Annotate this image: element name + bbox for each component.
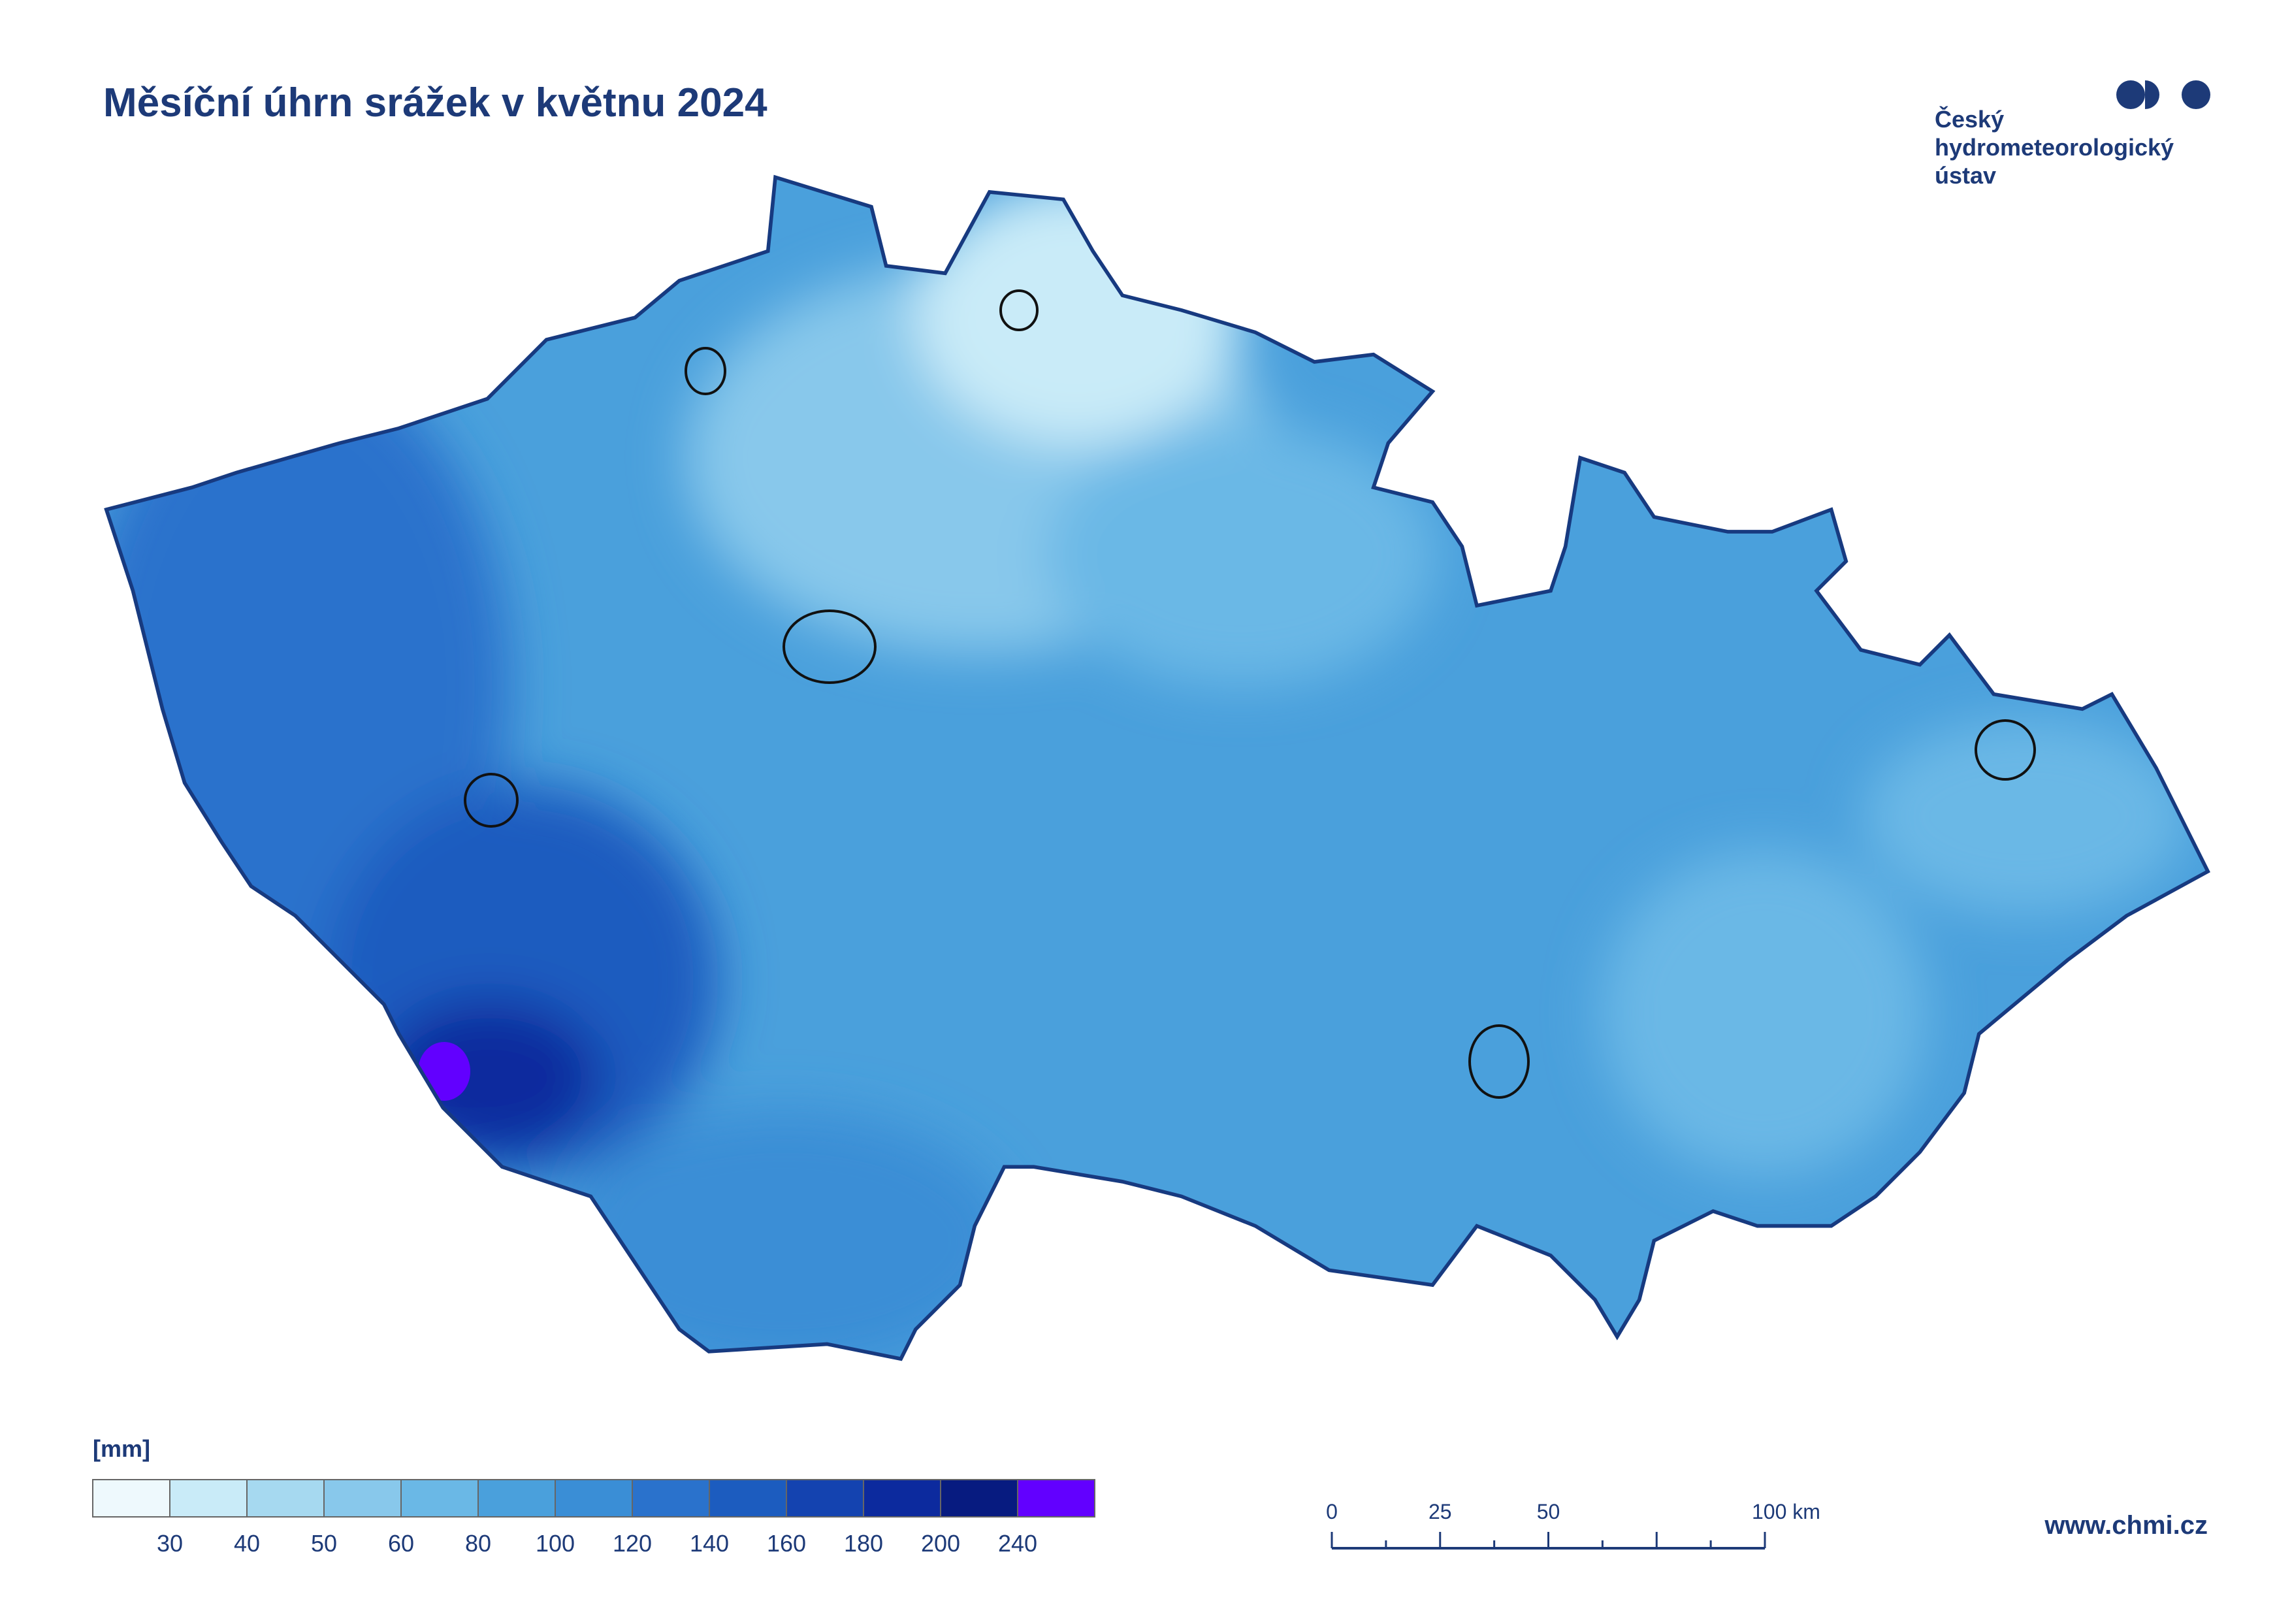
field-blob <box>555 1111 1012 1359</box>
logo-dot <box>2182 80 2210 109</box>
field-blob <box>1045 425 1437 686</box>
legend-swatch <box>169 1479 248 1518</box>
scale-label: 0 <box>1326 1500 1338 1523</box>
legend-label: 60 <box>388 1530 414 1557</box>
legend-swatch <box>709 1479 787 1518</box>
scale-label: 50 <box>1537 1500 1560 1523</box>
legend-label: 160 <box>767 1530 806 1557</box>
city-outline <box>1468 1024 1530 1099</box>
city-outlines <box>464 289 2036 1099</box>
legend-swatch <box>863 1479 941 1518</box>
city-outline <box>783 609 877 684</box>
legend-label: 120 <box>613 1530 652 1557</box>
map-title: Měsíční úhrn srážek v květnu 2024 <box>103 80 767 125</box>
field-blob <box>379 999 601 1156</box>
legend-swatch <box>246 1479 325 1518</box>
logo-text: hydrometeorologický <box>1935 134 2174 161</box>
scale-bar: 0 25 50 100 km <box>1326 1500 1820 1550</box>
legend-label: 50 <box>311 1530 337 1557</box>
city-outline <box>999 289 1039 331</box>
legend-label: 80 <box>465 1530 491 1557</box>
legend-label: 180 <box>844 1530 883 1557</box>
legend-label: 240 <box>998 1530 1037 1557</box>
legend-label: 40 <box>234 1530 260 1557</box>
legend-swatch <box>1017 1479 1095 1518</box>
website-url: www.chmi.cz <box>2044 1511 2208 1540</box>
legend-label: 30 <box>157 1530 183 1557</box>
legend-swatch <box>786 1479 864 1518</box>
legend-label: 100 <box>536 1530 575 1557</box>
logo-text: ústav <box>1935 162 1996 189</box>
logo: Český hydrometeorologický ústav <box>1935 80 2210 189</box>
logo-text: Český <box>1935 105 2004 133</box>
scale-label: 100 km <box>1752 1500 1820 1523</box>
legend: 30 40 50 60 80 100 120 140 160 180 200 240 <box>92 1479 1095 1557</box>
city-outline <box>685 347 726 395</box>
legend-label: 140 <box>690 1530 729 1557</box>
country-border <box>104 174 2210 1361</box>
field-blob <box>1862 719 2188 915</box>
legend-swatch <box>400 1479 479 1518</box>
logo-dot <box>2116 80 2145 109</box>
field-peak <box>418 1042 470 1101</box>
scale-label: 25 <box>1428 1500 1452 1523</box>
city-outline <box>464 773 519 828</box>
legend-swatch <box>477 1479 556 1518</box>
legend-swatch <box>632 1479 710 1518</box>
legend-unit: [mm] <box>93 1435 150 1462</box>
legend-swatch <box>555 1479 633 1518</box>
legend-swatch <box>92 1479 170 1518</box>
legend-swatch <box>940 1479 1018 1518</box>
city-outline <box>1975 719 2036 781</box>
logo-dot <box>2145 80 2159 109</box>
field-blob <box>1600 849 1927 1176</box>
legend-swatch <box>323 1479 402 1518</box>
legend-label: 200 <box>921 1530 960 1557</box>
